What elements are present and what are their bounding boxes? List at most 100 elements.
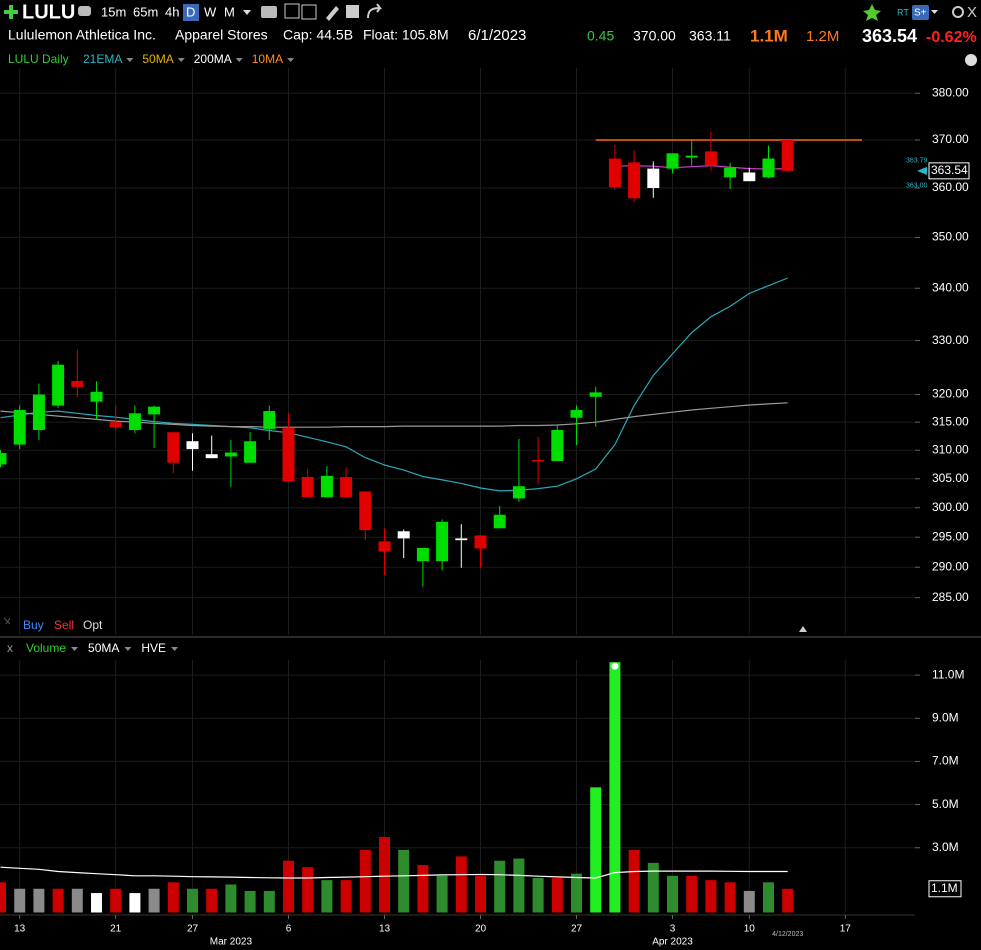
candle-body [128,413,141,430]
legend-dropdown [126,58,134,62]
candle-body [320,475,333,498]
low: 363.11 [689,28,731,44]
legend-dropdown [287,58,295,62]
price-marker-label: 363.00 [906,182,928,189]
volume-bar [321,880,333,913]
volume-bar [52,888,64,913]
candle-body [455,538,468,541]
buy-button[interactable]: Buy [23,618,44,632]
candle-body [301,477,314,498]
icon[interactable] [261,6,277,18]
candle-body [52,364,65,406]
timeframe[interactable]: 15m [101,4,126,19]
y-tick-label: 295.00 [932,529,969,543]
timeframe[interactable]: 65m [133,4,158,19]
dropdown[interactable] [931,10,938,14]
y-tick-label: 7.0M [932,754,959,768]
icon[interactable] [367,3,382,19]
volume-bar [590,787,602,913]
volume-bar [628,849,640,913]
add-icon[interactable] [4,5,18,19]
volume-bar [494,860,506,913]
y-tick-label: 305.00 [932,471,969,485]
candle-body [493,514,506,529]
volume-bar [455,856,467,913]
settings-icon[interactable] [952,6,964,18]
last-price-box [928,162,970,180]
price-marker-label: 363.79 [906,157,928,164]
industry: Apparel Stores [175,27,268,43]
y-tick-label: 315.00 [932,414,969,428]
volume-bar [359,849,371,913]
candle-body [71,380,84,387]
labels: 380.00 370.00 360.00 350.00 340.00 330.00 320.… [14,85,970,948]
collapse-icon[interactable] [799,626,807,632]
dropdown[interactable] [243,10,251,15]
candle-body [781,139,794,171]
x-tick-label: 17 [840,924,852,935]
x-month-label: Apr 2023 [652,937,693,948]
opt-button[interactable]: Opt [83,618,103,632]
candle-body [589,392,602,397]
timeframe[interactable]: D [186,4,195,19]
legend-entry: 50MA [88,641,119,655]
company: Lululemon Athletica Inc. [8,27,156,43]
s-plus-button[interactable]: S+ [914,8,927,19]
palette-icon[interactable] [965,54,977,66]
close-button[interactable]: X [967,4,977,21]
sell-button[interactable]: Sell [54,618,74,632]
y-tick-label: 330.00 [932,333,969,347]
x-tick-label: 27 [571,924,583,935]
timeframe[interactable]: 4h [165,4,179,19]
x-month-label: Mar 2023 [210,937,253,948]
rt-button[interactable]: RT [897,7,909,17]
marks [0,131,862,913]
close-pane[interactable]: x [7,641,13,655]
volume-bar [167,882,179,913]
icon[interactable] [284,3,300,19]
symbol[interactable]: LULU [22,1,75,23]
candle-body [186,441,199,450]
timeframe[interactable]: M [224,4,235,19]
candle-body [0,453,7,465]
volume-bar [475,875,486,913]
volume-bar [724,882,736,913]
candle-body [109,422,122,428]
candle-body [263,411,276,429]
volume-bar [417,865,429,913]
candle-body [90,391,103,402]
last-price-label: 363.54 [931,163,968,177]
volume-bar [206,888,218,913]
volume-bar [244,890,256,913]
legend-dropdown [171,647,179,651]
timeframe[interactable]: W [204,4,217,19]
y-tick-label: 3.0M [932,840,959,854]
y-tick-label: 360.00 [932,180,969,194]
y-tick-label: 9.0M [932,710,959,724]
legend-entry: Volume [26,641,66,655]
candle-body [359,491,372,531]
candle-body [244,441,257,463]
star-icon[interactable] [863,4,881,21]
x-tick-label: 6 [286,924,292,935]
legend-entry: 50MA [142,52,173,66]
x-tick-label: 10 [744,924,756,935]
x-tick-label: 13 [379,924,391,935]
y-tick-label: 300.00 [932,500,969,514]
candle-body [378,541,391,552]
icon[interactable] [301,4,317,20]
toolbar: LULU 15m 65m 4h D W M RT S+ X [4,1,977,23]
ma-line [614,165,788,170]
peak-dot [611,662,619,670]
x-axis-bg [0,915,981,950]
icon[interactable] [346,5,359,18]
volume-bar [187,888,198,913]
icon[interactable] [78,6,91,16]
volume-bar [148,888,160,913]
volume-bar [110,888,122,913]
icon[interactable] [326,6,339,21]
candle-body [148,406,161,415]
volume-bar [33,888,45,913]
